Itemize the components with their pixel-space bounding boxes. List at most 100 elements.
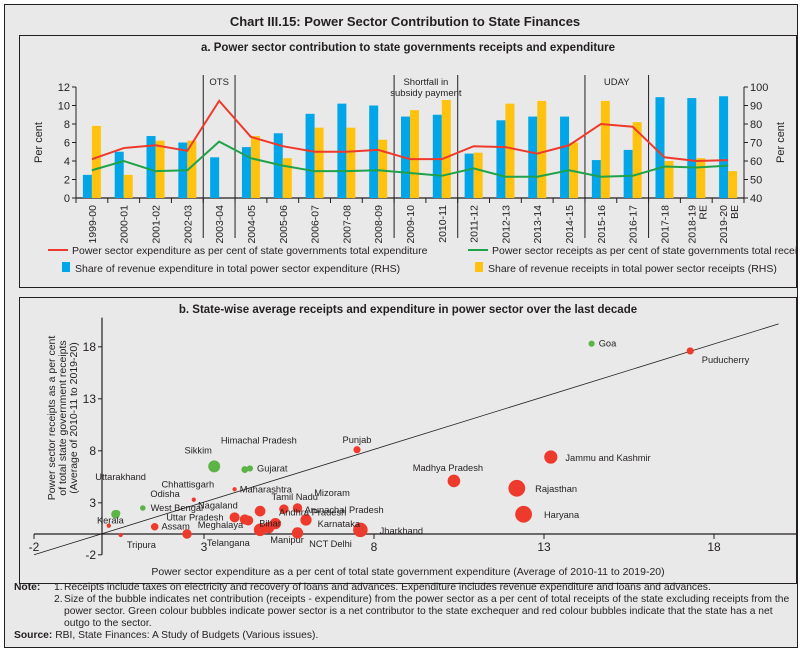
y-tick-label-left: 0 — [64, 193, 70, 205]
bar-revenue-receipts-share — [346, 127, 356, 198]
bubble-punjab — [353, 446, 361, 454]
x-tick-label: 2001-02 — [151, 205, 163, 244]
note-text: Receipts include taxes on electricity an… — [64, 582, 711, 593]
notes: Note: 1. Receipts include taxes on elect… — [14, 582, 794, 642]
bar-revenue-receipts-share — [282, 158, 292, 198]
bubble-label: Meghalaya — [198, 520, 244, 530]
note-text: Size of the bubble indicates net contrib… — [64, 594, 790, 629]
bubble-label: Odisha — [150, 489, 180, 499]
x-tick-label: 2007-08 — [341, 205, 353, 244]
bubble-label: Bihar — [259, 518, 281, 528]
x-axis-title: Power sector expenditure as a per cent o… — [151, 566, 664, 578]
x-tick-label: 2006-07 — [310, 205, 322, 244]
bar-revenue-expenditure-share — [464, 153, 474, 198]
bar-revenue-receipts-share — [505, 103, 515, 198]
note-label: Note: — [14, 582, 41, 593]
bar-revenue-receipts-share — [314, 127, 324, 198]
panel-b: b. State-wise average receipts and expen… — [19, 297, 803, 584]
x-tick-label: 2010-11 — [437, 205, 449, 243]
bar-revenue-receipts-share — [155, 140, 165, 198]
bubble-label: Jammu and Kashmir — [565, 453, 650, 463]
bubble-label: Assam — [161, 522, 190, 532]
note-2: 2. Size of the bubble indicates net cont… — [14, 594, 794, 630]
x-tick-label: -2 — [29, 540, 40, 554]
bubble-label: Kerala — [97, 516, 125, 526]
x-tick-label: 2004-05 — [246, 205, 258, 244]
bar-revenue-receipts-share — [123, 174, 133, 198]
bubble-label: Andhra Pradesh — [279, 508, 346, 518]
note-number: 1. — [54, 582, 63, 593]
bar-revenue-receipts-share — [187, 140, 197, 198]
bubble-label: Uttar Pradesh — [166, 512, 223, 522]
panel-b-title: b. State-wise average receipts and expen… — [178, 304, 638, 316]
y-tick-label-right: 40 — [750, 193, 762, 205]
panel-a: a. Power sector contribution to state go… — [19, 35, 807, 288]
bubble-label: Haryana — [544, 510, 580, 520]
bar-revenue-receipts-share — [378, 139, 388, 198]
legend-label: Power sector expenditure as per cent of … — [72, 245, 428, 257]
x-tick-label: 8 — [371, 540, 378, 554]
bubble-kerala — [106, 523, 111, 528]
x-tick-label: 2019-20 — [718, 205, 730, 244]
x-tick-label: 2008-09 — [373, 205, 385, 244]
bubble-label: Rajasthan — [535, 484, 577, 494]
bubble-label: Karnataka — [318, 519, 361, 529]
y-tick-label-right: 70 — [750, 138, 762, 150]
x-tick-label: 2005-06 — [278, 205, 290, 244]
bar-revenue-expenditure-share — [305, 113, 315, 198]
chart-frame: Chart III.15: Power Sector Contribution … — [4, 4, 807, 648]
bubble-bihar — [243, 515, 254, 526]
x-tick-label: 2015-16 — [596, 205, 608, 244]
y-tick-label-right: 90 — [750, 101, 762, 113]
bubble-label: Punjab — [343, 435, 372, 445]
x-tick-label: 18 — [707, 540, 721, 554]
bubble-label: Nagaland — [198, 500, 238, 510]
bar-revenue-receipts-share — [91, 125, 101, 198]
y-axis-title: of total state government receipts — [57, 340, 69, 495]
bubble-sikkim — [208, 460, 221, 473]
x-tick-label: 2013-14 — [532, 205, 544, 244]
bubble-tripura — [118, 532, 123, 538]
x-tick-label: 2003-04 — [214, 205, 226, 244]
chart-main-title: Chart III.15: Power Sector Contribution … — [229, 14, 581, 29]
bubble-label: Gujarat — [257, 463, 288, 473]
y-tick-label-left: 6 — [64, 138, 70, 150]
x-tick-label: 2017-18 — [659, 205, 671, 244]
period-annotation: Shortfall in — [403, 77, 448, 88]
bubble-label: Tripura — [127, 540, 157, 550]
y-axis-title-left: Per cent — [33, 122, 45, 163]
y-axis-title-right: Per cent — [775, 122, 787, 163]
bubble-mizoram — [292, 503, 303, 513]
bubble-goa — [588, 340, 595, 347]
y-tick-label-right: 60 — [750, 156, 762, 168]
bar-revenue-receipts-share — [632, 122, 642, 198]
y-tick-label: 13 — [83, 392, 97, 406]
bubble-label: Mizoram — [314, 488, 350, 498]
y-tick-label-left: 12 — [58, 82, 70, 94]
bubble-label: Uttarakhand — [95, 472, 146, 482]
legend-label: Share of revenue receipts in total power… — [488, 263, 777, 275]
bubble-label: Himachal Pradesh — [221, 436, 297, 446]
x-tick-label: BE — [729, 205, 741, 219]
period-annotation: UDAY — [604, 77, 630, 88]
x-tick-label: 3 — [201, 540, 208, 554]
bar-revenue-expenditure-share — [210, 157, 220, 198]
y-tick-label-left: 2 — [64, 175, 70, 187]
bar-revenue-expenditure-share — [560, 116, 570, 198]
bubble-west-bengal — [140, 505, 146, 511]
bubble-label: Chhattisgarh — [161, 480, 214, 490]
bubble-haryana — [515, 505, 532, 523]
bar-revenue-expenditure-share — [241, 147, 251, 198]
bar-revenue-expenditure-share — [623, 149, 633, 198]
bar-revenue-expenditure-share — [273, 133, 283, 198]
bar-revenue-receipts-share — [664, 161, 674, 198]
x-tick-label: 2014-15 — [564, 205, 576, 244]
bar-revenue-expenditure-share — [432, 114, 442, 198]
bar-revenue-receipts-share — [250, 136, 260, 198]
note-1: Note: 1. Receipts include taxes on elect… — [14, 582, 794, 594]
legend-square-swatch — [475, 262, 483, 272]
x-tick-label: 2002-03 — [182, 205, 194, 244]
y-axis-title: Power sector receipts as a per cent — [46, 336, 58, 501]
bubble-arunachal-pradesh — [279, 504, 289, 514]
bubble-scatter-chart: -2 3 8 13 18 -2 3 8 13 18 Power sector expenditure… — [29, 317, 803, 578]
